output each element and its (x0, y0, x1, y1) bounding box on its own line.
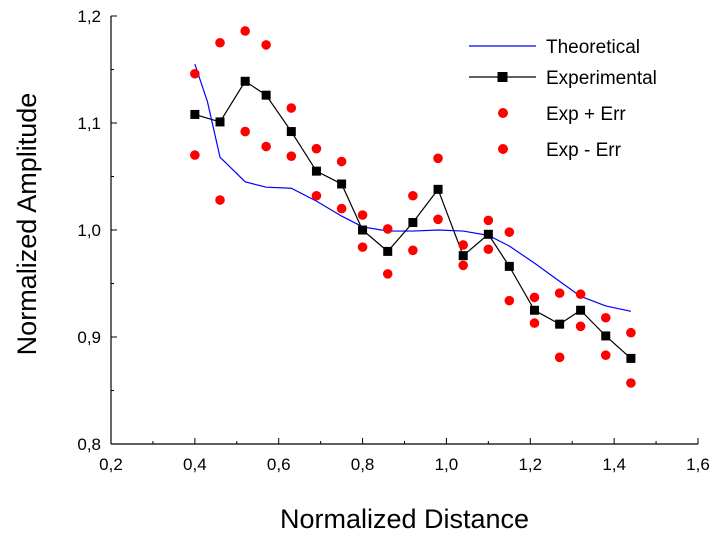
data-point (383, 246, 393, 256)
x-tick-label: 1,6 (686, 455, 710, 474)
data-point (286, 127, 296, 137)
data-point (215, 37, 225, 48)
data-point (261, 141, 271, 152)
data-point (240, 76, 250, 86)
y-tick-label: 1,0 (77, 221, 101, 240)
data-point (483, 229, 493, 239)
legend-label: Experimental (546, 68, 657, 89)
data-point (555, 319, 565, 329)
data-point (286, 151, 297, 161)
series-exp-err (190, 126, 636, 388)
axes: 0,2 0,4 0,6 0,8 1,0 1,2 1,4 1,6 0,8 0,9 1,0 1,1 1,2 (77, 7, 709, 474)
data-point (626, 378, 636, 388)
data-point (458, 260, 469, 271)
legend-swatch-marker (497, 72, 508, 82)
x-axis-title: Normalized Distance (280, 504, 529, 534)
data-point (554, 352, 565, 363)
data-point (433, 214, 443, 225)
data-point (600, 350, 611, 360)
y-tick-label: 1,1 (77, 114, 101, 133)
legend-swatch-marker (498, 144, 508, 154)
legend-swatch-marker (498, 108, 508, 118)
x-tick-label: 0,2 (99, 455, 123, 474)
legend-label: Theoretical (546, 37, 640, 58)
data-point (190, 68, 200, 79)
data-point (190, 150, 200, 160)
data-point (554, 288, 565, 298)
data-point (286, 103, 297, 113)
data-point (575, 321, 586, 332)
data-point (529, 318, 540, 328)
legend-item-exp-err: Exp - Err (498, 140, 622, 161)
data-point (433, 153, 443, 164)
data-point (337, 179, 347, 189)
y-axis-title: Normalized Amplitude (12, 93, 42, 356)
data-point (240, 26, 250, 36)
data-point (529, 305, 539, 315)
data-point (458, 251, 468, 261)
data-point (433, 184, 443, 194)
data-point (382, 269, 393, 279)
x-tick-label: 0,4 (183, 455, 207, 474)
series-exp-err (190, 26, 636, 338)
legend-label: Exp - Err (546, 140, 622, 161)
legend-label: Exp + Err (546, 104, 626, 125)
data-point (190, 109, 200, 119)
data-point (626, 353, 636, 363)
data-point (311, 143, 322, 154)
data-point (408, 245, 418, 256)
data-point (336, 156, 347, 167)
data-point (408, 190, 418, 201)
data-point (529, 292, 540, 303)
x-tick-label: 0,8 (351, 455, 375, 474)
data-point (576, 305, 586, 315)
data-point (261, 40, 271, 50)
legend-item-exp-err: Exp + Err (498, 104, 626, 125)
data-point (483, 215, 494, 226)
data-point (311, 166, 321, 176)
data-point (458, 240, 469, 250)
x-tick-label: 1,0 (435, 455, 459, 474)
data-point (575, 289, 586, 300)
series-experimental (190, 76, 636, 363)
data-point (600, 312, 611, 323)
data-point (358, 225, 368, 235)
x-tick-label: 1,2 (518, 455, 542, 474)
data-point (357, 210, 368, 220)
data-point (215, 195, 225, 205)
x-tick-label: 1,4 (602, 455, 626, 474)
data-point (504, 227, 515, 237)
plot-area (190, 26, 636, 388)
data-point (408, 218, 418, 228)
legend-item-theoretical: Theoretical (469, 37, 640, 58)
x-tick-label: 0,6 (267, 455, 291, 474)
data-point (601, 331, 611, 341)
y-tick-label: 1,2 (77, 7, 101, 26)
y-tick-label: 0,8 (77, 435, 101, 454)
y-tick-label: 0,9 (77, 328, 101, 347)
legend-item-experimental: Experimental (469, 68, 657, 89)
legend: Theoretical Experimental Exp + Err Exp - Er… (469, 37, 657, 161)
data-point (504, 295, 515, 306)
data-point (382, 224, 393, 234)
series-line-theoretical (194, 63, 632, 312)
data-point (336, 203, 347, 214)
data-point (240, 126, 250, 137)
data-point (626, 327, 636, 338)
data-point (311, 190, 322, 201)
data-point (215, 117, 225, 127)
data-point (357, 242, 368, 252)
data-point (261, 90, 271, 100)
data-point (483, 244, 494, 255)
data-point (504, 261, 514, 271)
series-theoretical (194, 63, 632, 312)
